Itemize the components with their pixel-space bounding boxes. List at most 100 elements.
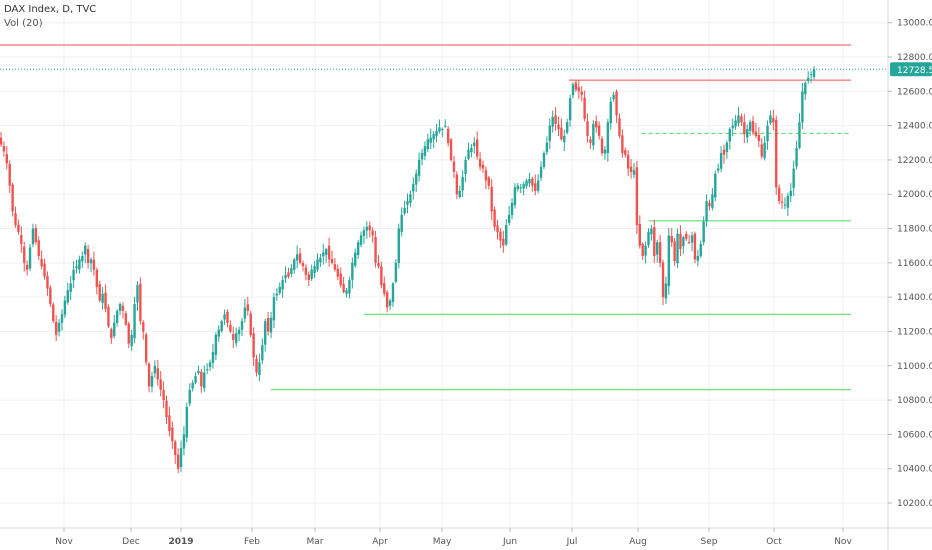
candle bbox=[232, 327, 235, 348]
candle bbox=[728, 127, 731, 150]
candle-body bbox=[316, 259, 319, 270]
candle bbox=[725, 140, 729, 159]
candle-body bbox=[711, 194, 714, 208]
candle bbox=[403, 200, 406, 216]
candle bbox=[69, 276, 72, 300]
candle bbox=[716, 163, 720, 174]
candle bbox=[667, 228, 671, 295]
candle-body bbox=[615, 91, 618, 116]
time-axis-label: Sep bbox=[701, 537, 718, 547]
candle bbox=[272, 292, 276, 329]
candle-body bbox=[557, 124, 560, 130]
candle-body bbox=[75, 266, 78, 269]
candle-body bbox=[484, 170, 488, 181]
candle-body bbox=[441, 129, 444, 131]
price-axis[interactable]: 13000.0 12800.0 12600.0 12400.0 12200.0 12000… bbox=[888, 19, 932, 509]
candle-body bbox=[237, 329, 241, 335]
candle-body bbox=[621, 135, 624, 154]
candle-body bbox=[740, 116, 743, 123]
candle-body bbox=[481, 164, 485, 169]
candle bbox=[240, 318, 244, 337]
candle bbox=[171, 421, 174, 450]
candle-body bbox=[310, 269, 313, 279]
candle-body bbox=[354, 252, 357, 266]
candle-body bbox=[406, 201, 409, 205]
candle bbox=[589, 136, 592, 149]
candle-body bbox=[696, 255, 700, 261]
candle-body bbox=[284, 274, 287, 279]
candle-body bbox=[110, 329, 113, 339]
candle-body bbox=[8, 163, 11, 186]
candle-body bbox=[806, 77, 810, 81]
candle bbox=[734, 115, 737, 130]
candle bbox=[722, 144, 726, 164]
candle bbox=[673, 238, 676, 266]
candle bbox=[89, 257, 93, 273]
candle-body bbox=[394, 262, 398, 282]
candle bbox=[786, 192, 790, 216]
candle-body bbox=[40, 258, 43, 267]
time-axis[interactable]: Nov Dec 2019 Feb Mar Apr May Jun Jul Aug Sep Oct Nov bbox=[55, 528, 852, 547]
candle-body bbox=[510, 202, 514, 216]
candle bbox=[310, 264, 313, 281]
candle-body bbox=[174, 441, 177, 455]
candle-body bbox=[449, 139, 453, 160]
candle bbox=[325, 247, 328, 263]
candle-body bbox=[403, 207, 406, 214]
candle-body bbox=[716, 168, 720, 171]
candle-body bbox=[664, 283, 668, 299]
candle bbox=[554, 106, 557, 131]
candle-body bbox=[211, 352, 215, 363]
volume-indicator-label[interactable]: Vol (20) bbox=[4, 18, 43, 29]
candle bbox=[705, 194, 708, 227]
plot-background bbox=[0, 0, 888, 528]
candle-body bbox=[255, 358, 258, 373]
candle bbox=[162, 381, 165, 409]
candle-body bbox=[374, 237, 377, 263]
candle bbox=[104, 284, 107, 313]
candle bbox=[542, 151, 546, 170]
candle-body bbox=[693, 233, 697, 260]
candle bbox=[359, 231, 363, 248]
candle-body bbox=[603, 149, 607, 154]
candle bbox=[769, 110, 772, 125]
candle bbox=[249, 310, 252, 338]
time-axis-label: Jul bbox=[566, 537, 578, 547]
candle-body bbox=[377, 263, 380, 267]
candle bbox=[368, 221, 371, 238]
candle bbox=[37, 236, 40, 261]
candle bbox=[571, 82, 575, 99]
candle bbox=[432, 130, 435, 149]
candle-body bbox=[525, 180, 528, 187]
candle bbox=[629, 159, 633, 179]
candle bbox=[211, 343, 215, 369]
candle bbox=[455, 171, 459, 200]
candle bbox=[255, 354, 258, 377]
candle-body bbox=[217, 329, 220, 337]
candle bbox=[136, 281, 139, 311]
candle-body bbox=[63, 300, 67, 315]
candle-body bbox=[101, 293, 104, 303]
candle bbox=[656, 239, 659, 263]
candle bbox=[113, 315, 116, 339]
candle-body bbox=[438, 127, 441, 132]
candle-body bbox=[583, 97, 586, 119]
candle bbox=[127, 321, 130, 348]
candle-body bbox=[626, 154, 630, 169]
price-axis-label: 10600.0 bbox=[897, 430, 932, 440]
candle bbox=[63, 295, 67, 319]
candle bbox=[49, 285, 52, 308]
candle-body bbox=[763, 142, 766, 159]
candle bbox=[510, 198, 514, 220]
candle-body bbox=[333, 264, 337, 270]
candle bbox=[740, 113, 743, 127]
candle bbox=[406, 193, 409, 214]
candle-body bbox=[214, 334, 218, 355]
candle-body bbox=[380, 266, 383, 286]
candle bbox=[737, 107, 740, 127]
candle-body bbox=[685, 233, 688, 239]
candle bbox=[17, 219, 20, 235]
price-axis-label: 12800.0 bbox=[897, 53, 932, 63]
chart-title[interactable]: DAX Index, D, TVC bbox=[4, 4, 97, 15]
